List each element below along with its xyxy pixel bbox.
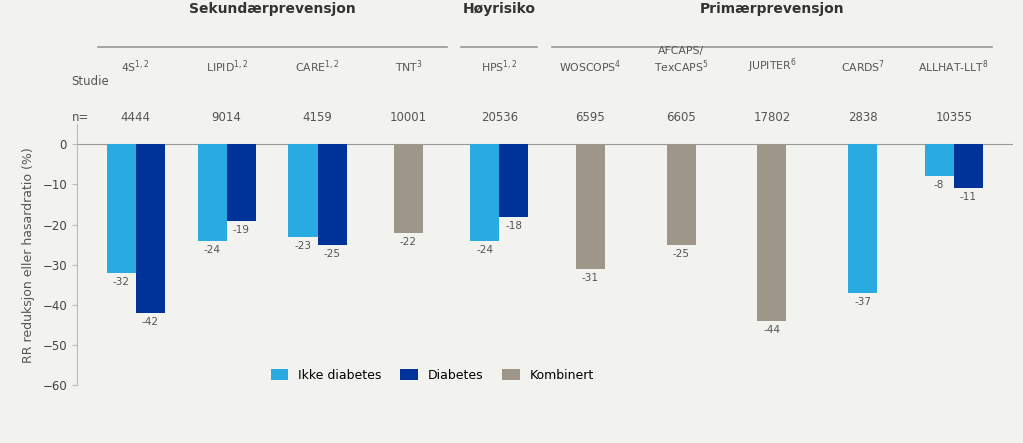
Bar [317, 144, 347, 245]
Bar [953, 144, 983, 188]
Text: Høyrisiko: Høyrisiko [462, 1, 536, 16]
Text: -37: -37 [854, 297, 872, 307]
Text: -24: -24 [477, 245, 493, 255]
Text: -23: -23 [295, 241, 312, 251]
Text: ALLHAT-LLT$^{8}$: ALLHAT-LLT$^{8}$ [919, 59, 989, 75]
Text: 6595: 6595 [575, 111, 605, 124]
Bar [925, 144, 953, 176]
Text: -42: -42 [142, 317, 159, 327]
Bar [136, 144, 165, 313]
Text: -25: -25 [323, 249, 341, 259]
Text: JUPITER$^{6}$: JUPITER$^{6}$ [748, 57, 796, 75]
Text: -8: -8 [934, 180, 944, 190]
Text: AFCAPS/
TexCAPS$^{5}$: AFCAPS/ TexCAPS$^{5}$ [654, 46, 708, 75]
Text: Studie: Studie [72, 75, 109, 89]
Text: 10001: 10001 [390, 111, 427, 124]
Text: -24: -24 [204, 245, 221, 255]
Text: 2838: 2838 [848, 111, 878, 124]
Text: n=: n= [72, 111, 89, 124]
Text: HPS$^{1,2}$: HPS$^{1,2}$ [481, 59, 518, 75]
Text: 9014: 9014 [212, 111, 241, 124]
Text: -19: -19 [232, 225, 250, 234]
Text: 6605: 6605 [666, 111, 696, 124]
Bar [288, 144, 317, 237]
Bar [106, 144, 136, 273]
Text: -18: -18 [505, 221, 523, 230]
Text: -11: -11 [960, 192, 977, 202]
Y-axis label: RR reduksjon eller hasardratio (%): RR reduksjon eller hasardratio (%) [23, 147, 36, 363]
Bar [394, 144, 422, 233]
Bar [197, 144, 227, 241]
Text: 10355: 10355 [935, 111, 972, 124]
Text: LIPID$^{1,2}$: LIPID$^{1,2}$ [206, 59, 248, 75]
Text: TNT$^{3}$: TNT$^{3}$ [395, 59, 422, 75]
Text: -25: -25 [672, 249, 690, 259]
Text: 4159: 4159 [303, 111, 332, 124]
Bar [848, 144, 878, 293]
Bar [576, 144, 605, 269]
Text: -32: -32 [113, 277, 130, 287]
Text: Primærprevensjon: Primærprevensjon [700, 1, 844, 16]
Bar [471, 144, 499, 241]
Text: CARE$^{1,2}$: CARE$^{1,2}$ [296, 59, 340, 75]
Text: -44: -44 [763, 325, 781, 335]
Bar [227, 144, 256, 221]
Text: 4S$^{1,2}$: 4S$^{1,2}$ [122, 59, 150, 75]
Bar [757, 144, 787, 321]
Text: -31: -31 [582, 273, 598, 283]
Text: 4444: 4444 [121, 111, 150, 124]
Text: -22: -22 [400, 237, 417, 247]
Bar [667, 144, 696, 245]
Legend: Ikke diabetes, Diabetes, Kombinert: Ikke diabetes, Diabetes, Kombinert [271, 369, 594, 382]
Bar [499, 144, 529, 217]
Text: 17802: 17802 [753, 111, 791, 124]
Text: WOSCOPS$^{4}$: WOSCOPS$^{4}$ [559, 59, 621, 75]
Text: Sekundærprevensjon: Sekundærprevensjon [188, 1, 355, 16]
Text: CARDS$^{7}$: CARDS$^{7}$ [841, 59, 885, 75]
Text: 20536: 20536 [481, 111, 518, 124]
